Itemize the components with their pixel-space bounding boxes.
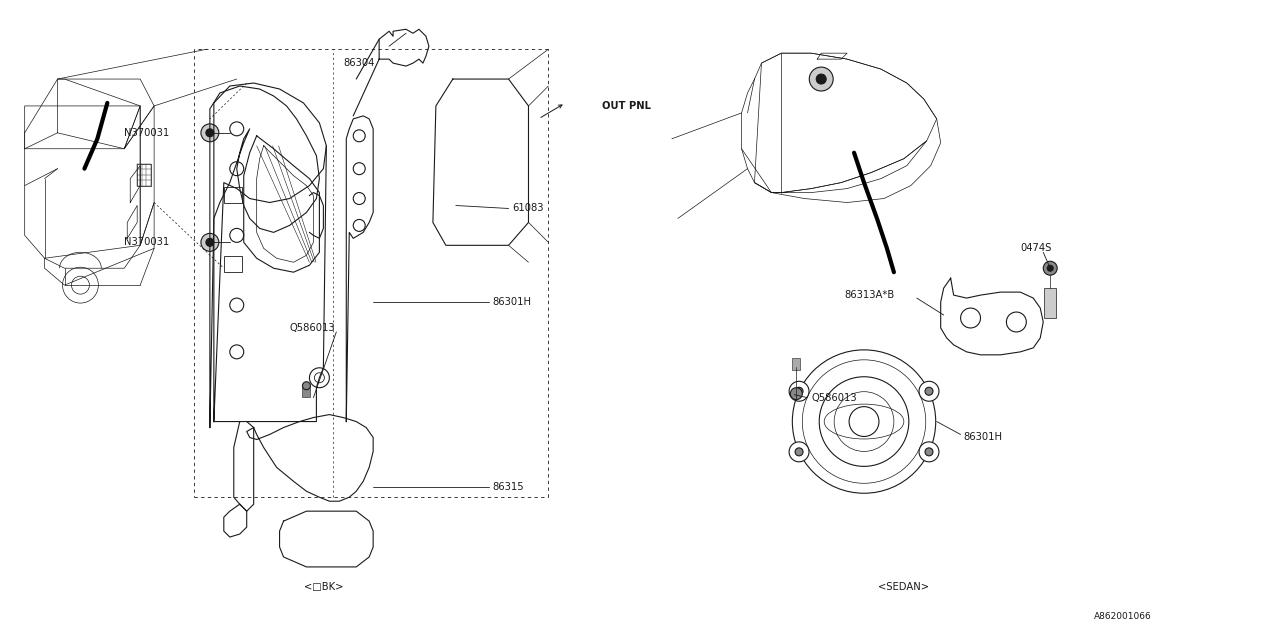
Text: <□BK>: <□BK> xyxy=(303,582,343,592)
Bar xyxy=(224,256,242,272)
Circle shape xyxy=(206,129,214,137)
Circle shape xyxy=(795,387,803,396)
Text: OUT PNL: OUT PNL xyxy=(602,101,652,111)
Text: 86301H: 86301H xyxy=(493,297,531,307)
Bar xyxy=(302,387,311,397)
Text: N370031: N370031 xyxy=(124,128,169,138)
Circle shape xyxy=(302,381,311,390)
Circle shape xyxy=(1047,265,1053,271)
Circle shape xyxy=(790,388,803,399)
Circle shape xyxy=(201,124,219,142)
Circle shape xyxy=(919,381,940,401)
Circle shape xyxy=(919,442,940,462)
Circle shape xyxy=(788,381,809,401)
Circle shape xyxy=(809,67,833,91)
Circle shape xyxy=(788,442,809,462)
Text: Q586013: Q586013 xyxy=(289,323,335,333)
Text: A862001066: A862001066 xyxy=(1094,612,1152,621)
Bar xyxy=(224,187,242,202)
Circle shape xyxy=(795,448,803,456)
Circle shape xyxy=(206,238,214,246)
Text: 86313A*B: 86313A*B xyxy=(844,290,895,300)
Text: 86315: 86315 xyxy=(493,483,525,492)
Bar xyxy=(137,164,151,186)
Circle shape xyxy=(925,448,933,456)
Text: 61083: 61083 xyxy=(512,204,544,214)
Text: 86304: 86304 xyxy=(343,58,375,68)
Bar xyxy=(792,358,800,370)
Circle shape xyxy=(201,234,219,252)
Text: 0474S: 0474S xyxy=(1020,243,1052,253)
Text: Q586013: Q586013 xyxy=(812,393,856,403)
Circle shape xyxy=(1043,261,1057,275)
Circle shape xyxy=(817,74,826,84)
Bar xyxy=(1044,288,1056,318)
Text: 86301H: 86301H xyxy=(964,433,1002,442)
Text: N370031: N370031 xyxy=(124,237,169,247)
Circle shape xyxy=(925,387,933,396)
Text: <SEDAN>: <SEDAN> xyxy=(878,582,929,592)
